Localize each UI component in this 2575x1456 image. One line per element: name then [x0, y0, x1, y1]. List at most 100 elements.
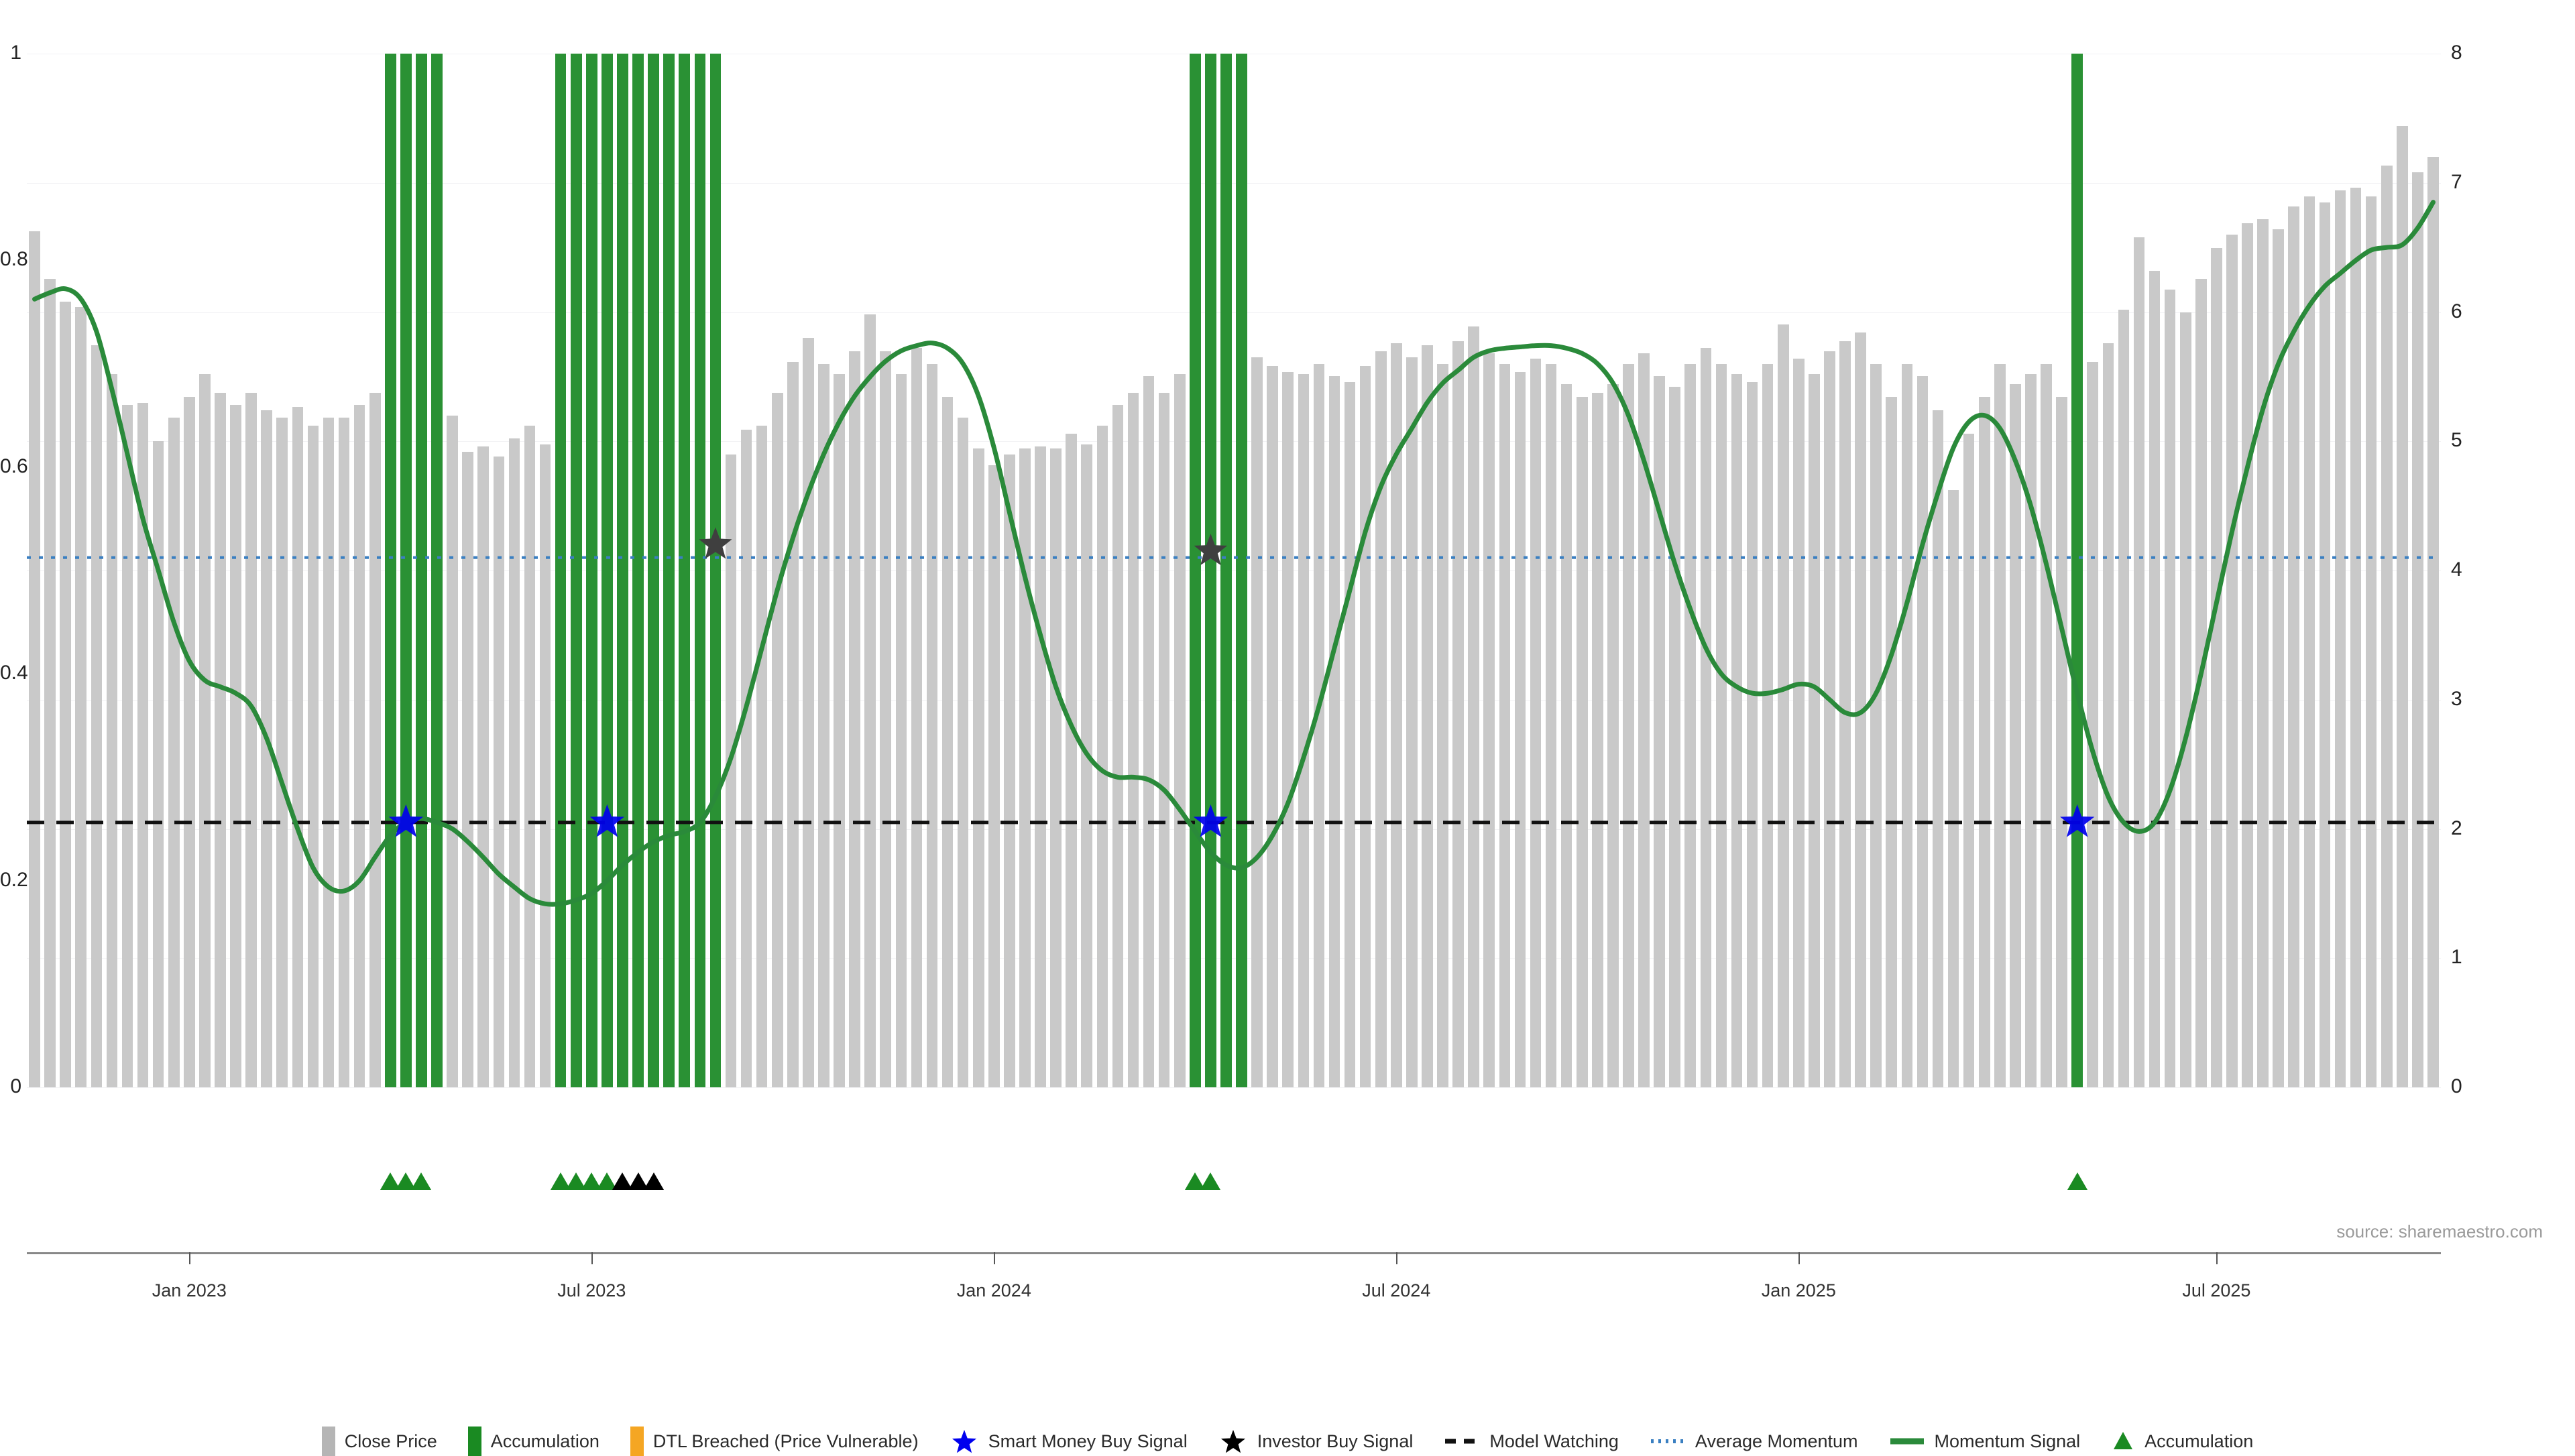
price-bar[interactable] — [1344, 382, 1356, 1087]
price-bar[interactable] — [2056, 396, 2067, 1087]
price-bar[interactable] — [1375, 351, 1387, 1087]
price-bar[interactable] — [2365, 196, 2377, 1087]
price-bar[interactable] — [2242, 223, 2253, 1087]
legend-accumulation-triangle[interactable]: Accumulation — [2111, 1427, 2253, 1456]
price-bar[interactable] — [648, 54, 659, 1087]
price-bar[interactable] — [2133, 237, 2145, 1087]
price-bar[interactable] — [694, 54, 706, 1087]
price-bar[interactable] — [1050, 448, 1062, 1087]
price-bar[interactable] — [1391, 343, 1402, 1087]
price-bar[interactable] — [1777, 324, 1789, 1087]
price-bar[interactable] — [617, 54, 628, 1087]
price-bar[interactable] — [602, 54, 613, 1087]
price-bar[interactable] — [1174, 374, 1186, 1087]
price-bar[interactable] — [864, 314, 876, 1087]
price-bar[interactable] — [1870, 363, 1882, 1087]
price-bar[interactable] — [1855, 332, 1866, 1087]
price-bar[interactable] — [1963, 434, 1975, 1087]
price-bar[interactable] — [1066, 434, 1077, 1087]
price-bar[interactable] — [1731, 374, 1743, 1087]
price-bar[interactable] — [1607, 384, 1619, 1087]
legend-close-price[interactable]: Close Price — [321, 1427, 437, 1456]
price-bar[interactable] — [926, 363, 938, 1087]
price-bar[interactable] — [880, 351, 892, 1087]
price-bar[interactable] — [524, 426, 536, 1087]
price-bar[interactable] — [1793, 358, 1805, 1087]
price-bar[interactable] — [771, 392, 783, 1087]
price-bar[interactable] — [1839, 341, 1851, 1087]
accumulation-triangle-marker[interactable] — [643, 1172, 664, 1190]
price-bar[interactable] — [106, 374, 118, 1087]
price-bar[interactable] — [725, 454, 737, 1087]
price-bar[interactable] — [1545, 363, 1557, 1087]
price-bar[interactable] — [2102, 343, 2114, 1087]
price-bar[interactable] — [2412, 172, 2423, 1087]
price-bar[interactable] — [1096, 426, 1108, 1087]
price-bar[interactable] — [369, 392, 381, 1087]
price-bar[interactable] — [803, 338, 814, 1087]
price-bar[interactable] — [2273, 229, 2284, 1087]
price-bar[interactable] — [570, 54, 582, 1087]
price-bar[interactable] — [1267, 365, 1278, 1087]
price-bar[interactable] — [323, 417, 335, 1087]
price-bar[interactable] — [1019, 448, 1031, 1087]
price-bar[interactable] — [1127, 392, 1139, 1087]
price-bar[interactable] — [1143, 376, 1155, 1087]
price-bar[interactable] — [307, 426, 319, 1087]
price-bar[interactable] — [353, 405, 365, 1087]
price-bar[interactable] — [1638, 353, 1650, 1087]
price-bar[interactable] — [632, 54, 644, 1087]
price-bar[interactable] — [2195, 279, 2207, 1087]
price-bar[interactable] — [121, 405, 133, 1087]
legend-accumulation-bar[interactable]: Accumulation — [467, 1427, 599, 1456]
price-bar[interactable] — [941, 396, 954, 1087]
price-bar[interactable] — [1886, 396, 1898, 1087]
price-bar[interactable] — [1236, 54, 1247, 1087]
price-bar[interactable] — [957, 417, 969, 1087]
price-bar[interactable] — [431, 54, 443, 1087]
price-bar[interactable] — [2334, 190, 2346, 1087]
price-bar[interactable] — [230, 405, 241, 1087]
price-bar[interactable] — [1359, 365, 1371, 1087]
price-bar[interactable] — [1623, 363, 1634, 1087]
price-bar[interactable] — [1700, 348, 1712, 1087]
price-bar[interactable] — [539, 444, 551, 1087]
price-bar[interactable] — [1406, 357, 1418, 1087]
legend-momentum-signal[interactable]: Momentum Signal — [1889, 1427, 2080, 1456]
price-bar[interactable] — [400, 54, 412, 1087]
price-bar[interactable] — [29, 231, 40, 1087]
price-bar[interactable] — [1158, 392, 1170, 1087]
price-bar[interactable] — [1035, 446, 1046, 1087]
price-bar[interactable] — [2071, 54, 2083, 1087]
price-bar[interactable] — [1669, 386, 1680, 1087]
price-bar[interactable] — [1654, 376, 1665, 1087]
price-bar[interactable] — [709, 54, 722, 1087]
price-bar[interactable] — [1978, 396, 1990, 1087]
price-bar[interactable] — [1994, 363, 2006, 1087]
price-bar[interactable] — [2257, 219, 2269, 1087]
price-bar[interactable] — [152, 441, 164, 1087]
price-bar[interactable] — [1530, 358, 1542, 1087]
price-bar[interactable] — [1282, 371, 1294, 1087]
price-bar[interactable] — [44, 279, 56, 1087]
accumulation-triangle-marker[interactable] — [1200, 1172, 1221, 1190]
price-bar[interactable] — [1901, 363, 1913, 1087]
price-bar[interactable] — [2041, 363, 2052, 1087]
price-bar[interactable] — [2350, 188, 2362, 1087]
legend-model-watching[interactable]: Model Watching — [1444, 1427, 1619, 1456]
price-bar[interactable] — [215, 392, 226, 1087]
price-bar[interactable] — [1809, 374, 1820, 1087]
price-bar[interactable] — [1112, 405, 1124, 1087]
price-bar[interactable] — [261, 410, 272, 1087]
price-bar[interactable] — [168, 417, 180, 1087]
price-bar[interactable] — [895, 374, 907, 1087]
price-bar[interactable] — [462, 451, 473, 1087]
price-bar[interactable] — [60, 302, 71, 1087]
price-bar[interactable] — [477, 446, 490, 1087]
price-bar[interactable] — [447, 415, 458, 1087]
price-bar[interactable] — [972, 448, 984, 1087]
price-bar[interactable] — [1422, 345, 1433, 1087]
price-bar[interactable] — [849, 351, 860, 1087]
price-bar[interactable] — [2226, 234, 2238, 1087]
price-bar[interactable] — [756, 426, 768, 1087]
